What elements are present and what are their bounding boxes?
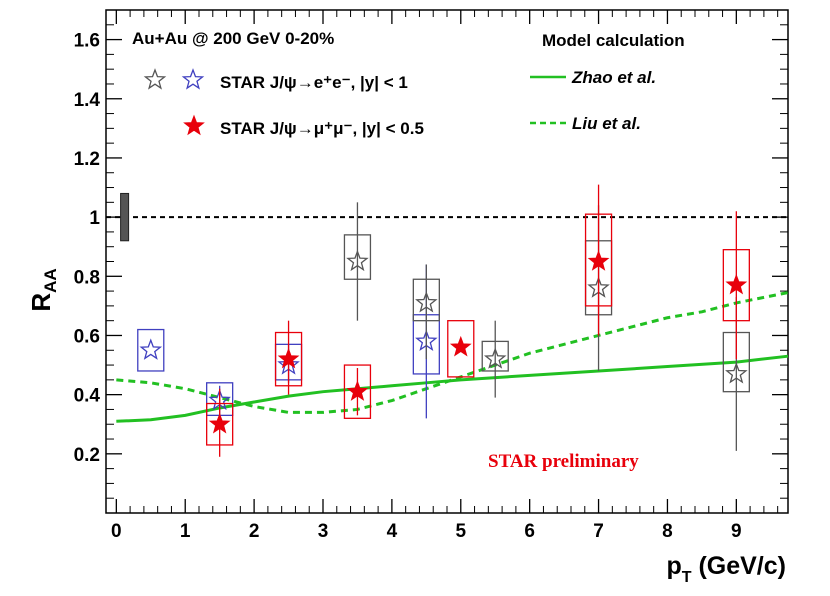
y-tick-label: 1.6 (74, 31, 100, 52)
x-axis-title-sub: T (682, 569, 692, 586)
y-tick-label: 0.4 (74, 386, 101, 407)
open-star-marker (346, 249, 369, 272)
x-tick-label: 1 (180, 521, 191, 542)
y-axis-title-main: R (26, 293, 56, 312)
y-tick-label: 0.8 (74, 267, 100, 288)
legend-markers (143, 68, 205, 136)
legend-model-header: Model calculation (542, 31, 685, 50)
legend-filled-star-red (183, 114, 205, 136)
filled-star-marker (346, 380, 369, 401)
plot-frame (105, 9, 789, 514)
legend-mumu-label: STAR J/ψ→μ⁺μ⁻, |y| < 0.5 (220, 119, 424, 138)
y-tick-label: 0.2 (74, 445, 100, 466)
x-tick-label: 6 (524, 521, 535, 542)
y-tick-label: 1.4 (74, 90, 101, 111)
filled-star-marker (277, 347, 300, 369)
open-star-marker (415, 291, 438, 313)
systematic-error-box (343, 364, 372, 419)
data-points (137, 184, 750, 457)
x-tick-label: 2 (249, 521, 260, 542)
filled-star-marker (449, 335, 472, 357)
x-tick-label: 5 (455, 521, 466, 542)
y-tick-label: 1 (89, 208, 100, 229)
systematic-error-box (447, 320, 475, 378)
legend-open-star-gray (143, 68, 167, 90)
x-axis-title-rest: (GeV/c) (692, 552, 786, 580)
y-tick-label: 1.2 (74, 149, 100, 170)
model-curves (116, 291, 789, 423)
x-axis-title: pT (GeV/c) (666, 552, 786, 586)
legend-liu-label: Liu et al. (572, 114, 641, 133)
chart-title: Au+Au @ 200 GeV 0-20% (132, 29, 334, 48)
legend-open-star-blue (181, 68, 205, 90)
x-tick-label: 4 (387, 521, 398, 542)
y-axis-title: RAA (26, 268, 60, 311)
x-tick-label: 9 (731, 521, 742, 542)
open-star-marker (725, 362, 748, 384)
zhao-model-curve (116, 354, 789, 423)
y-axis-title-sub: AA (41, 268, 60, 293)
filled-star-marker (725, 273, 748, 295)
open-star-marker (483, 347, 507, 369)
open-star-marker (139, 338, 163, 360)
x-tick-label: 8 (662, 521, 673, 542)
filled-star-marker (208, 412, 231, 434)
x-tick-label: 3 (318, 521, 329, 542)
global-uncertainty-box (120, 192, 130, 242)
legend-zhao-label: Zhao et al. (571, 68, 656, 87)
preliminary-label: STAR preliminary (488, 451, 639, 472)
reference-layer (106, 192, 788, 242)
x-tick-label: 0 (111, 521, 122, 542)
x-axis-title-main: p (666, 552, 681, 580)
systematic-error-box (137, 328, 165, 372)
x-tick-label: 7 (593, 521, 604, 542)
legend-ee-label: STAR J/ψ→e⁺e⁻, |y| < 1 (220, 73, 408, 92)
filled-star-marker (587, 250, 610, 271)
liu-model-curve (116, 291, 789, 414)
legend: STAR J/ψ→e⁺e⁻, |y| < 1 STAR J/ψ→μ⁺μ⁻, |y… (143, 31, 685, 138)
tick-layer: 0 1 2 3 4 5 6 7 8 9 0.2 0.4 0.6 0.8 1 1.2 1.4 1.6 (74, 10, 788, 542)
y-tick-label: 0.6 (74, 326, 100, 347)
